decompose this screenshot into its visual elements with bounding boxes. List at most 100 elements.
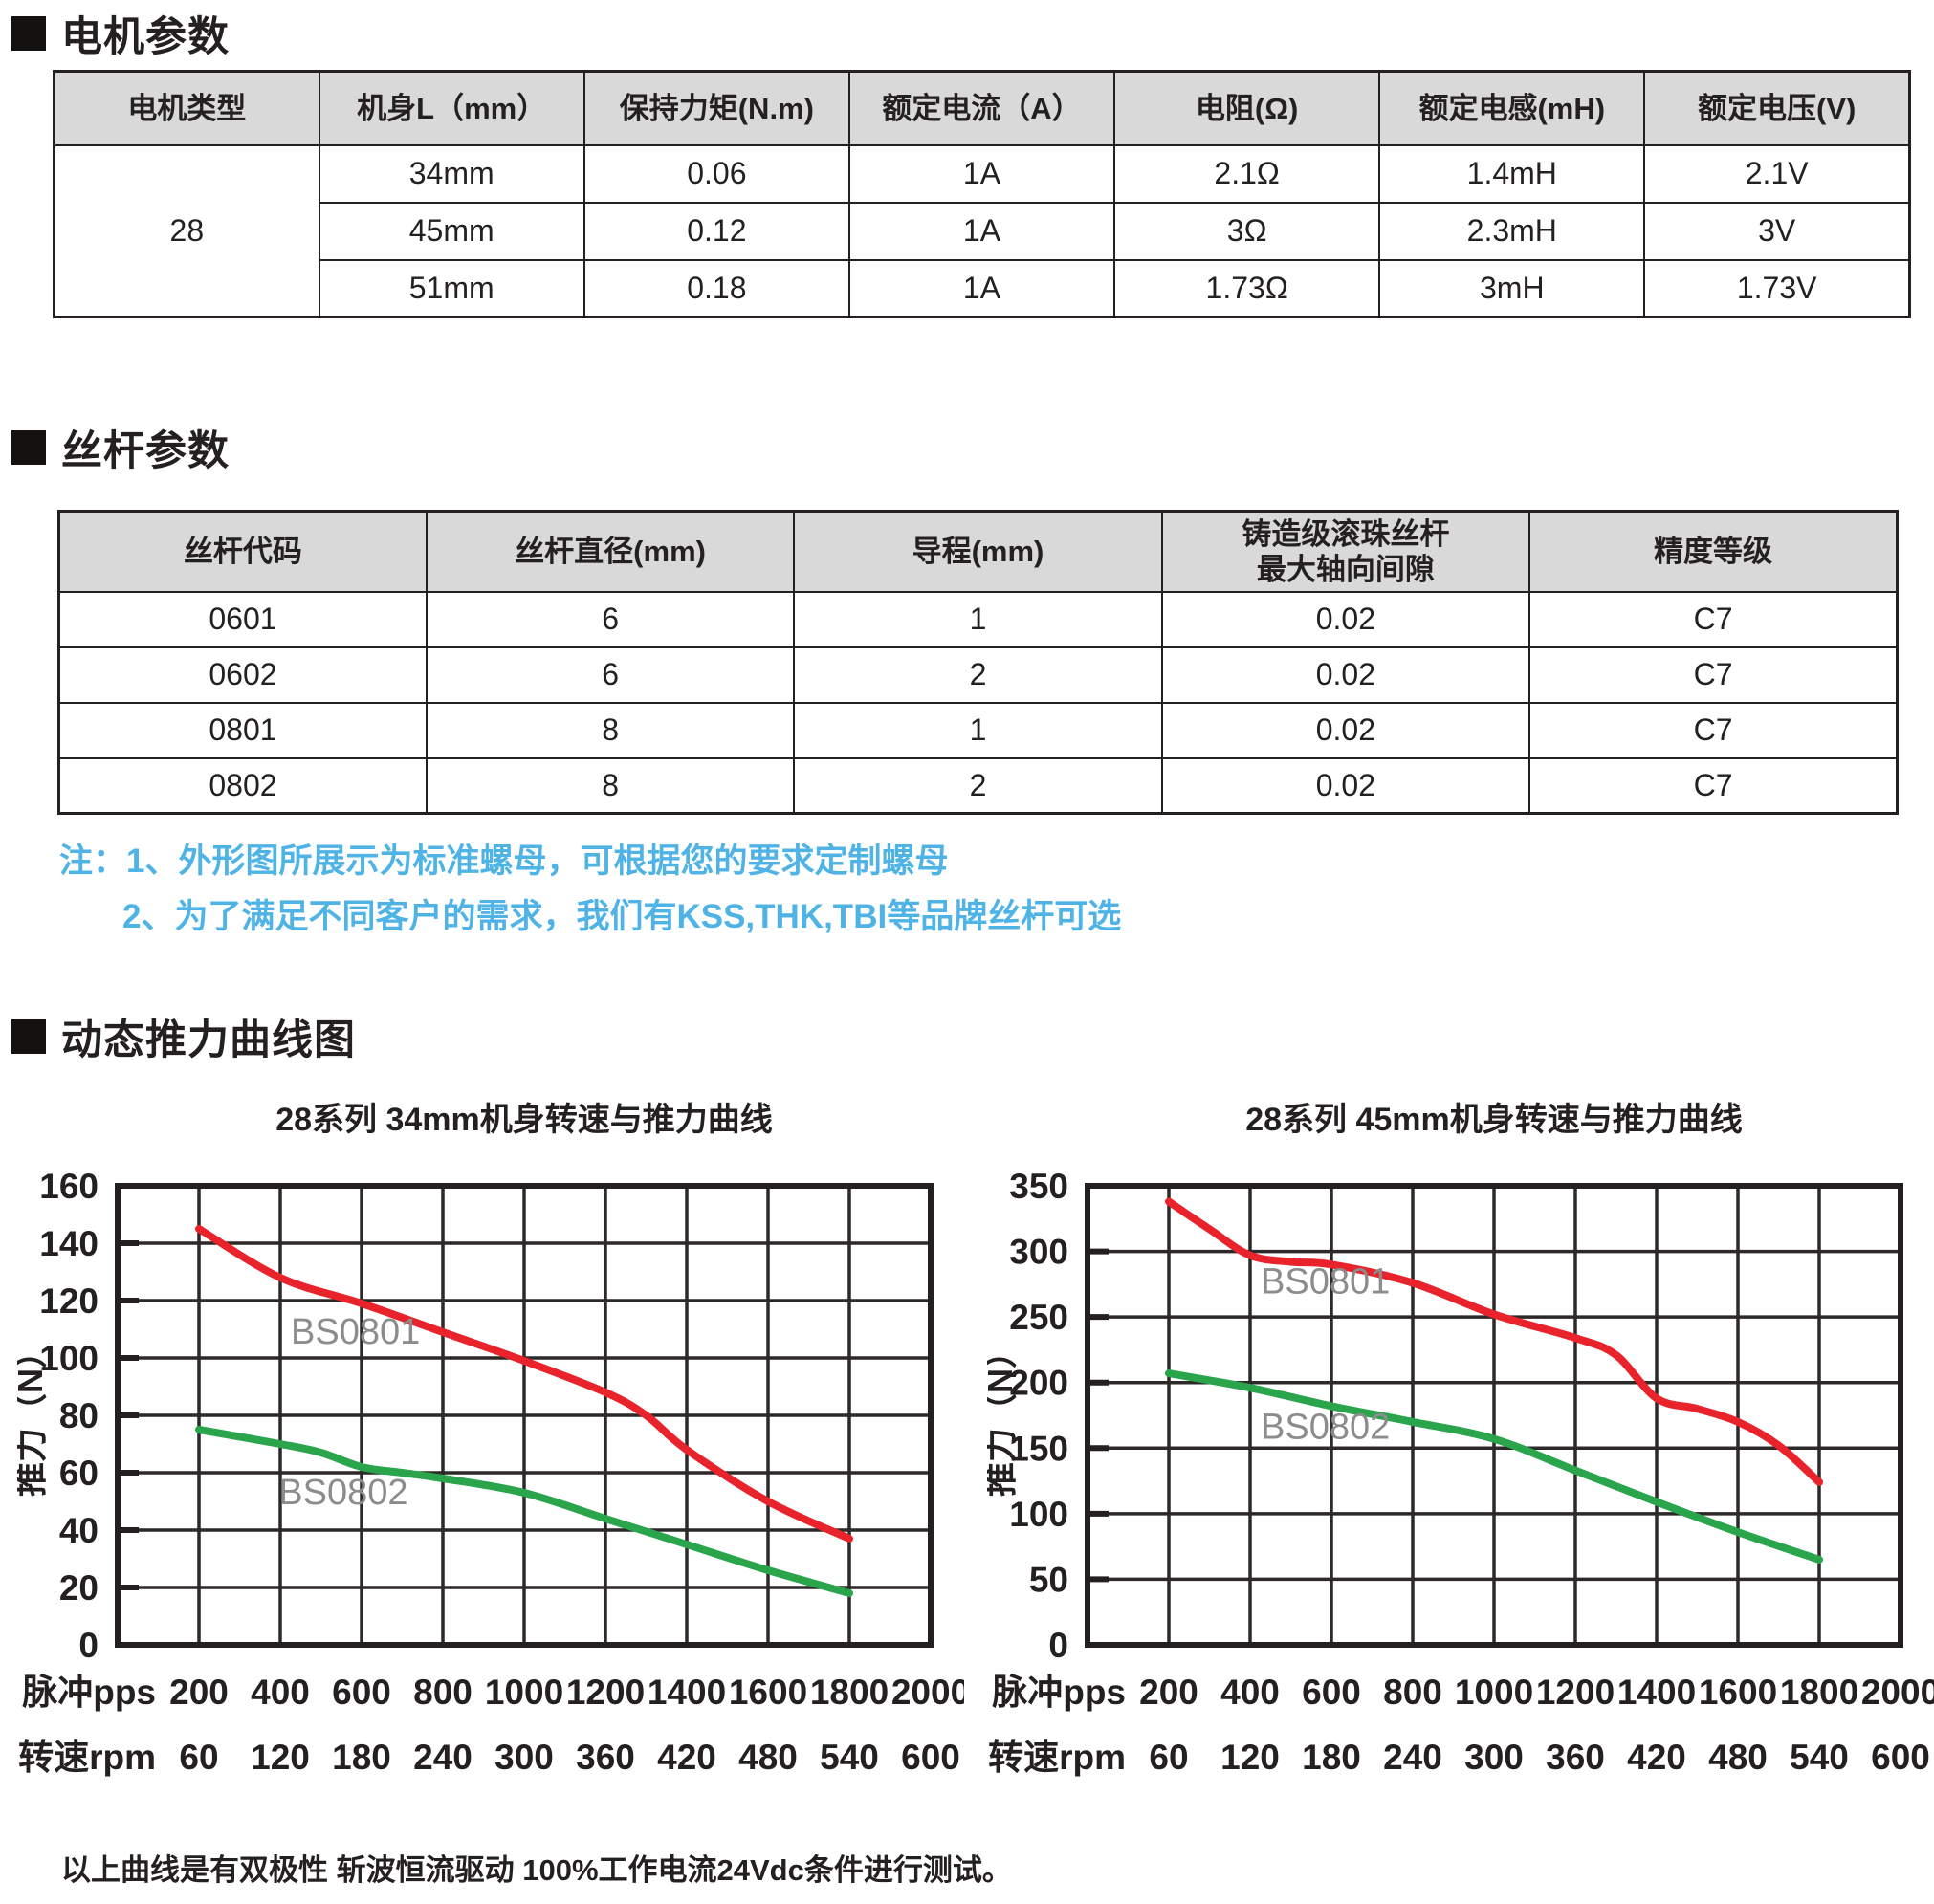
y-tick-label: 40 <box>59 1511 99 1550</box>
table-cell: 45mm <box>318 201 585 261</box>
y-tick-label: 250 <box>1009 1298 1068 1337</box>
plot-border <box>1085 1183 1903 1648</box>
x-tick-label: 2000 <box>891 1673 964 1712</box>
table-cell: 0.02 <box>1160 701 1531 759</box>
table-cell: 0.06 <box>582 143 850 204</box>
x-tick-label: 800 <box>413 1673 473 1712</box>
table-cell: 0602 <box>57 646 428 704</box>
y-tick-label: 160 <box>39 1167 99 1206</box>
table-row: 0602 6 2 0.02 C7 <box>57 646 1899 704</box>
x-tick-label: 1400 <box>648 1673 726 1712</box>
x-tick-label: 1200 <box>1536 1673 1615 1712</box>
x-tick-label: 200 <box>169 1673 229 1712</box>
section-title-text: 电机参数 <box>61 14 230 60</box>
x-tick-label: 360 <box>576 1738 635 1777</box>
chart-title: 28系列 34mm机身转速与推力曲线 <box>275 1102 773 1138</box>
table-cell: 2 <box>793 646 1163 704</box>
x-tick-label: 120 <box>1220 1738 1280 1777</box>
column-header: 额定电流（A） <box>847 70 1116 146</box>
table-row: 0801 8 1 0.02 C7 <box>57 701 1899 759</box>
table-row: 28 34mm 0.06 1A 2.1Ω 1.4mH 2.1V <box>53 143 1911 318</box>
table-header-row: 丝杆代码 丝杆直径(mm) 导程(mm) 铸造级滚珠丝杆 最大轴向间隙 精度等级 <box>57 510 1899 593</box>
y-tick-label: 300 <box>1009 1233 1068 1272</box>
table-cell: 0.02 <box>1160 590 1531 648</box>
chart-title: 28系列 45mm机身转速与推力曲线 <box>1245 1102 1743 1138</box>
x-tick-label: 1600 <box>1699 1673 1777 1712</box>
table-cell: 0.02 <box>1160 756 1531 815</box>
x-tick-label: 400 <box>251 1673 310 1712</box>
column-header: 额定电压(V) <box>1643 70 1911 146</box>
x-tick-label: 1200 <box>566 1673 645 1712</box>
x-tick-label: 420 <box>1627 1738 1686 1777</box>
series-label-BS0801: BS0801 <box>291 1312 420 1352</box>
y-tick-label: 20 <box>59 1568 99 1608</box>
table-cell: 2.3mH <box>1378 201 1646 261</box>
y-tick-label: 80 <box>59 1396 99 1435</box>
column-header: 精度等级 <box>1528 510 1899 593</box>
table-cell: C7 <box>1528 590 1899 648</box>
x-axis-row-label: 转速rpm <box>988 1738 1126 1777</box>
table-cell: 1A <box>847 201 1116 261</box>
y-tick-label: 120 <box>39 1281 99 1321</box>
y-tick-label: 60 <box>59 1454 99 1493</box>
table-row: 0601 6 1 0.02 C7 <box>57 590 1899 648</box>
x-tick-label: 1800 <box>810 1673 889 1712</box>
x-tick-label: 240 <box>1383 1738 1442 1777</box>
x-tick-label: 600 <box>901 1738 960 1777</box>
x-tick-label: 1800 <box>1780 1673 1858 1712</box>
x-tick-label: 1600 <box>729 1673 807 1712</box>
x-tick-label: 400 <box>1220 1673 1280 1712</box>
table-cell: 1 <box>793 701 1163 759</box>
note-line-2: 2、为了满足不同客户的需求，我们有KSS,THK,TBI等品牌丝杆可选 <box>122 898 1122 935</box>
thrust-chart-34mm: 28系列 34mm机身转速与推力曲线 0 20 40 60 80 100 120 140 160 推… <box>17 1102 964 1777</box>
y-tick-label: 150 <box>1009 1429 1068 1468</box>
screw-parameters-table: 丝杆代码 丝杆直径(mm) 导程(mm) 铸造级滚珠丝杆 最大轴向间隙 精度等级 060… <box>57 510 1899 815</box>
section-marker-icon <box>11 430 46 465</box>
table-cell: 1.73Ω <box>1113 258 1381 318</box>
table-cell: 2.1V <box>1643 143 1911 204</box>
x-tick-label: 600 <box>1302 1673 1361 1712</box>
footer-note: 以上曲线是有双极性 斩波恒流驱动 100%工作电流24Vdc条件进行测试。 <box>61 1853 1012 1887</box>
motor-parameters-table: 电机类型 机身L（mm） 保持力矩(N.m) 额定电流（A） 电阻(Ω) 额定电感(mH)… <box>53 70 1911 318</box>
table-row: 0802 8 2 0.02 C7 <box>57 756 1899 815</box>
section-title-screw: 丝杆参数 <box>11 418 230 477</box>
thrust-chart-45mm: 28系列 45mm机身转速与推力曲线 0 50 100 150 200 250 300 350 推… <box>987 1102 1934 1777</box>
notes-block: 注：1、外形图所展示为标准螺母，可根据您的要求定制螺母 2、为了满足不同客户的需… <box>59 834 1121 945</box>
table-cell: 0.18 <box>582 258 850 318</box>
table-cell: 6 <box>425 646 796 704</box>
x-tick-label: 600 <box>332 1673 391 1712</box>
table-header-row: 电机类型 机身L（mm） 保持力矩(N.m) 额定电流（A） 电阻(Ω) 额定电感(mH)… <box>53 70 1911 146</box>
x-tick-label: 540 <box>1790 1738 1849 1777</box>
table-cell: 1A <box>847 143 1116 204</box>
table-cell: 1 <box>793 590 1163 648</box>
note-line-1: 注：1、外形图所展示为标准螺母，可根据您的要求定制螺母 <box>59 843 949 880</box>
x-tick-label: 1000 <box>1455 1673 1533 1712</box>
table-cell: 6 <box>425 590 796 648</box>
x-tick-label: 1400 <box>1617 1673 1696 1712</box>
table-cell: 3V <box>1643 201 1911 261</box>
table-cell: 1A <box>847 258 1116 318</box>
x-axis-row-label: 脉冲pps <box>22 1673 156 1712</box>
column-header: 电阻(Ω) <box>1113 70 1381 146</box>
screw-table-body: 0601 6 1 0.02 C7 0602 6 2 0.02 C7 0801 8 1 0.02 C7 0802… <box>57 590 1899 815</box>
y-tick-label: 100 <box>1009 1495 1068 1534</box>
x-tick-label: 540 <box>820 1738 879 1777</box>
series-line-BS0802 <box>195 1426 853 1597</box>
y-tick-label: 350 <box>1009 1167 1068 1206</box>
column-header: 丝杆直径(mm) <box>425 510 796 593</box>
x-tick-label: 200 <box>1139 1673 1198 1712</box>
x-tick-label: 480 <box>1708 1738 1768 1777</box>
series-line-BS0802 <box>1165 1369 1823 1564</box>
table-cell: C7 <box>1528 701 1899 759</box>
table-cell: 1.4mH <box>1378 143 1646 204</box>
section-title-text: 丝杆参数 <box>61 428 230 474</box>
y-tick-label: 0 <box>78 1626 99 1665</box>
series-label-BS0802: BS0802 <box>278 1473 407 1513</box>
column-header: 保持力矩(N.m) <box>582 70 850 146</box>
column-header: 额定电感(mH) <box>1378 70 1646 146</box>
section-title-motor: 电机参数 <box>11 4 230 63</box>
table-cell: 51mm <box>318 258 585 318</box>
section-title-curves: 动态推力曲线图 <box>11 1007 356 1066</box>
x-tick-label: 360 <box>1546 1738 1605 1777</box>
y-axis-title: 推力（N） <box>987 1334 1020 1497</box>
